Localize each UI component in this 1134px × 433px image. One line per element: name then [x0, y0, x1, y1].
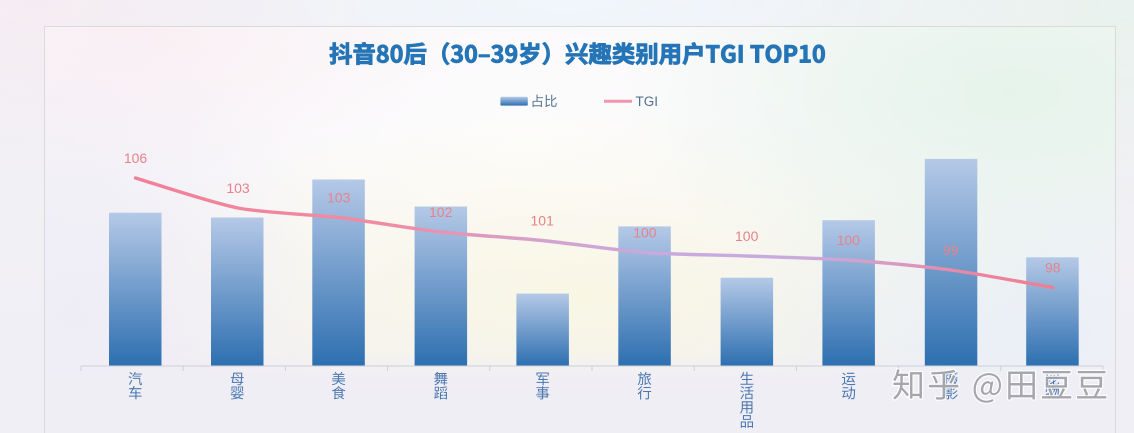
svg-text:101: 101	[531, 213, 555, 229]
svg-text:100: 100	[633, 225, 657, 241]
svg-text:103: 103	[226, 180, 250, 196]
svg-text:99: 99	[943, 242, 959, 258]
svg-text:102: 102	[429, 204, 453, 220]
svg-text:100: 100	[735, 228, 759, 244]
svg-text:106: 106	[124, 150, 148, 166]
svg-text:98: 98	[1045, 260, 1061, 276]
svg-text:100: 100	[837, 232, 861, 248]
svg-text:103: 103	[327, 190, 351, 206]
svg-text:TGI: TGI	[636, 94, 659, 109]
